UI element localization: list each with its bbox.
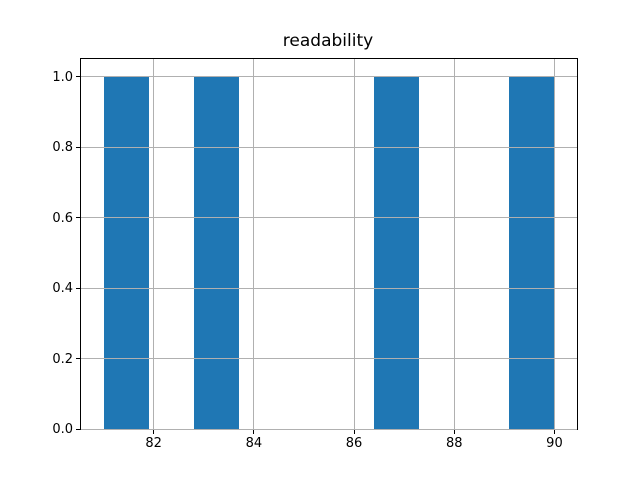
histogram-bar: [103, 76, 149, 429]
plot-area: 82 84 86 88 90 0.0 0.2 0.4 0.6 0.8 1.0: [52, 58, 578, 450]
gridline-vertical: [153, 59, 155, 429]
gridline-vertical: [353, 59, 355, 429]
x-tick-mark: [453, 430, 455, 434]
y-tick-mark: [76, 428, 80, 430]
x-tick-mark: [153, 430, 155, 434]
y-tick-label: 0.2: [52, 351, 73, 367]
x-tick-label: 88: [445, 436, 463, 451]
y-tick-mark: [76, 217, 80, 219]
histogram-bar: [193, 76, 239, 429]
x-tick-label: 84: [245, 436, 263, 451]
gridline-horizontal: [81, 217, 577, 219]
x-tick-label: 90: [546, 436, 563, 451]
y-tick-mark: [76, 76, 80, 78]
x-tick-mark: [553, 430, 555, 434]
chart-title: readability: [282, 31, 374, 51]
gridline-horizontal: [81, 428, 577, 430]
gridline-vertical: [253, 59, 255, 429]
y-tick-label: 0.4: [52, 281, 73, 297]
gridline-horizontal: [81, 146, 577, 148]
x-tick-mark: [353, 430, 355, 434]
gridline-horizontal: [81, 76, 577, 78]
gridline-horizontal: [81, 287, 577, 289]
y-tick-label: 0.0: [52, 422, 73, 437]
y-tick-label: 0.6: [52, 210, 73, 226]
histogram-bar: [374, 76, 420, 429]
x-tick-label: 82: [145, 436, 162, 451]
y-tick-mark: [76, 358, 80, 360]
gridline-horizontal: [81, 358, 577, 360]
y-tick-label: 1.0: [52, 69, 73, 85]
y-tick-mark: [76, 146, 80, 148]
gridline-vertical: [453, 59, 455, 429]
x-tick-mark: [253, 430, 255, 434]
histogram-bar: [509, 76, 555, 429]
y-tick-label: 0.8: [52, 140, 73, 156]
x-tick-label: 86: [345, 436, 363, 451]
gridline-vertical: [553, 59, 555, 429]
y-tick-mark: [76, 287, 80, 289]
